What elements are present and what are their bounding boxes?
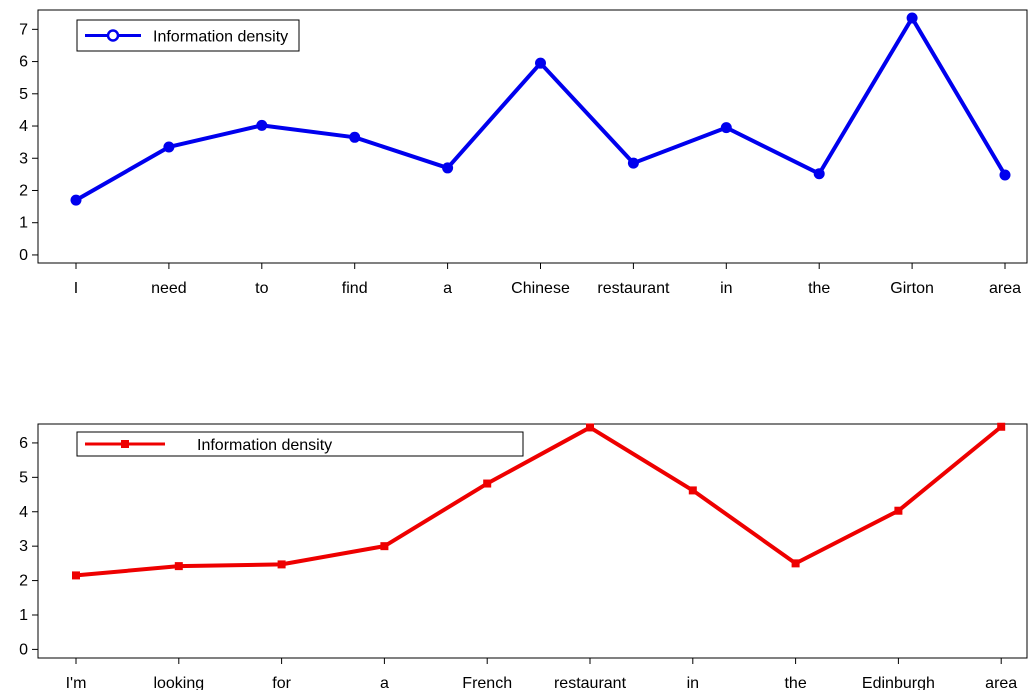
x-tick-label: to <box>255 280 268 297</box>
y-tick-label: 0 <box>19 641 28 658</box>
legend-marker <box>106 29 120 42</box>
x-tick-label: a <box>380 675 389 690</box>
x-tick-label: the <box>808 280 830 297</box>
data-point <box>627 157 639 169</box>
x-tick-label: I <box>74 280 78 297</box>
data-point <box>163 141 175 153</box>
x-tick-label: area <box>989 280 1021 297</box>
y-tick-label: 1 <box>19 607 28 624</box>
x-tick-label: for <box>272 675 291 690</box>
data-point <box>174 562 183 571</box>
data-point <box>999 169 1011 181</box>
data-point <box>688 486 697 495</box>
x-tick-label: in <box>720 280 732 297</box>
data-point <box>483 479 492 488</box>
data-point <box>72 571 80 580</box>
x-tick-label: looking <box>153 675 204 690</box>
x-tick-label: in <box>687 675 699 690</box>
x-tick-label: Chinese <box>511 280 570 297</box>
y-tick-label: 6 <box>19 435 28 452</box>
y-tick-label: 4 <box>19 504 28 521</box>
x-tick-label: French <box>462 675 512 690</box>
y-tick-label: 2 <box>19 573 28 590</box>
data-point <box>349 131 361 143</box>
data-point <box>70 194 82 206</box>
y-tick-label: 6 <box>19 54 28 71</box>
data-point <box>813 168 825 180</box>
x-tick-label: Edinburgh <box>862 675 935 690</box>
y-tick-label: 7 <box>19 21 28 38</box>
chart-top: 0 1 2 3 4 5 6 7 I need to find a Chinese restaurant in t… <box>19 9 1028 297</box>
data-point <box>535 57 546 69</box>
x-tick-label: a <box>443 280 452 297</box>
data-point <box>791 559 800 568</box>
legend-marker <box>121 440 129 448</box>
x-tick-label: Girton <box>890 280 934 297</box>
plot-frame <box>37 423 1028 659</box>
x-tick-label: I'm <box>66 675 87 690</box>
chart-bottom: 0 1 2 3 4 5 6 I'm looking for a French restaurant in t… <box>19 422 1028 692</box>
y-tick-label: 0 <box>19 247 28 264</box>
legend-label: Information density <box>197 437 332 454</box>
x-tick-label: restaurant <box>554 675 627 690</box>
data-point <box>997 422 1006 431</box>
data-point <box>720 122 732 134</box>
x-tick-label: area <box>985 675 1017 690</box>
x-tick-label: find <box>342 280 368 297</box>
plot-frame <box>37 9 1028 264</box>
y-tick-label: 4 <box>19 118 28 135</box>
x-tick-label: need <box>151 280 187 297</box>
data-point <box>380 542 389 551</box>
data-point <box>277 560 286 569</box>
x-tick-label: the <box>784 675 806 690</box>
x-tick-label: restaurant <box>597 280 670 297</box>
y-tick-label: 3 <box>19 538 28 555</box>
series-line <box>75 425 1003 578</box>
legend-label: Information density <box>153 29 288 46</box>
data-point <box>442 162 454 174</box>
data-point <box>586 423 594 432</box>
y-tick-label: 5 <box>19 469 28 486</box>
data-point <box>906 12 918 24</box>
data-point <box>256 119 268 131</box>
data-point <box>894 506 903 515</box>
y-tick-label: 5 <box>19 86 28 103</box>
y-tick-label: 3 <box>19 150 28 167</box>
y-tick-label: 1 <box>19 215 28 232</box>
y-tick-label: 2 <box>19 182 28 199</box>
